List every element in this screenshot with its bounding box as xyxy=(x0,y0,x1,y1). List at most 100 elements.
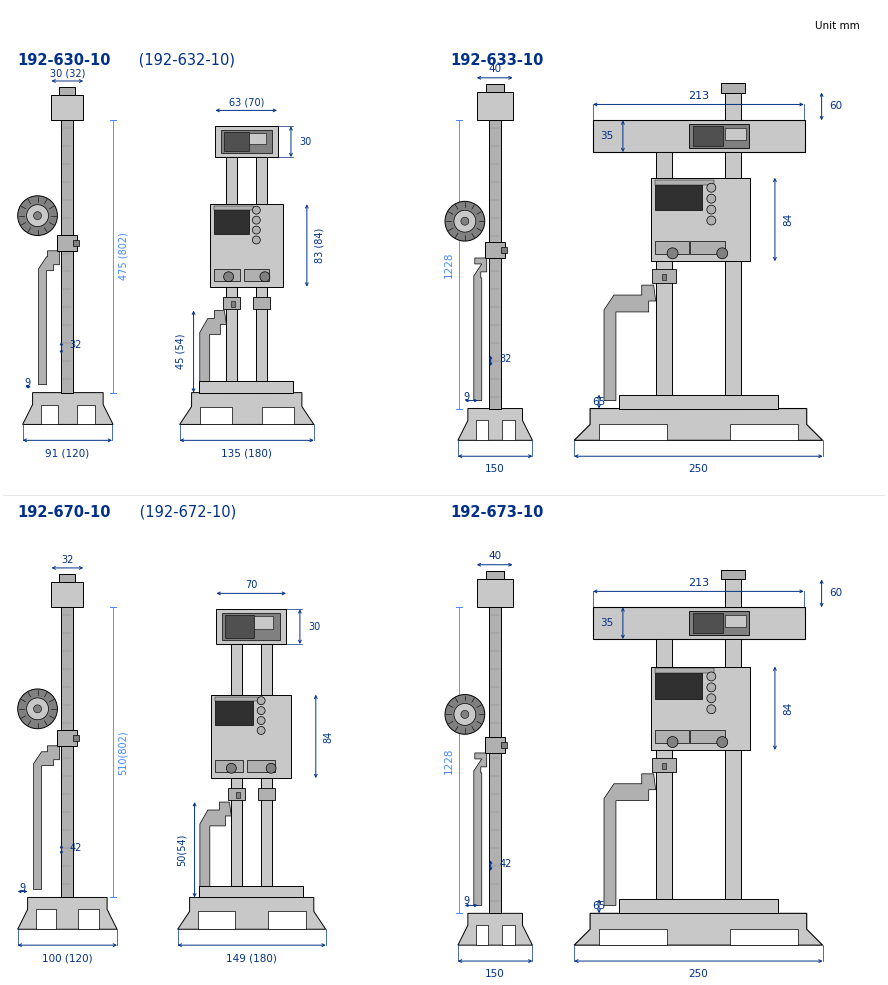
Bar xyxy=(253,296,270,308)
Bar xyxy=(254,617,274,629)
Text: 40: 40 xyxy=(488,64,501,74)
Bar xyxy=(199,381,293,393)
Text: 40: 40 xyxy=(488,551,501,560)
Bar xyxy=(725,128,746,140)
Text: 192-633-10: 192-633-10 xyxy=(450,53,543,68)
Bar xyxy=(58,730,77,746)
Bar xyxy=(486,84,503,92)
Circle shape xyxy=(258,717,266,725)
Polygon shape xyxy=(200,802,232,891)
Text: (192-672-10): (192-672-10) xyxy=(135,505,236,520)
Bar xyxy=(262,407,294,425)
Circle shape xyxy=(224,272,234,282)
Bar xyxy=(250,133,266,144)
Bar xyxy=(593,120,805,152)
Text: 91 (120): 91 (120) xyxy=(45,448,90,458)
Text: 1228: 1228 xyxy=(444,747,454,773)
Bar xyxy=(477,578,512,608)
Polygon shape xyxy=(200,310,226,387)
Bar xyxy=(258,788,275,800)
Bar xyxy=(694,614,723,633)
Bar xyxy=(226,616,254,638)
Text: 150: 150 xyxy=(485,969,504,979)
Text: 9: 9 xyxy=(464,392,470,402)
Circle shape xyxy=(461,218,469,226)
Bar xyxy=(256,158,267,393)
Circle shape xyxy=(461,710,469,718)
Bar xyxy=(691,730,725,743)
Circle shape xyxy=(27,698,49,720)
Polygon shape xyxy=(474,258,487,401)
Text: 192-670-10: 192-670-10 xyxy=(18,505,111,520)
Bar xyxy=(214,209,249,233)
Bar xyxy=(662,763,666,769)
Bar xyxy=(486,570,503,578)
Bar xyxy=(599,929,667,946)
Circle shape xyxy=(707,194,716,203)
Bar xyxy=(78,909,99,929)
Circle shape xyxy=(260,272,270,282)
Polygon shape xyxy=(179,393,313,425)
Text: Unit mm: Unit mm xyxy=(814,21,860,31)
Bar xyxy=(228,788,245,800)
Bar xyxy=(200,407,232,425)
Bar xyxy=(217,610,286,644)
Text: 63 (70): 63 (70) xyxy=(228,98,264,107)
Bar xyxy=(655,639,671,913)
Text: 60: 60 xyxy=(829,588,843,598)
Text: 60: 60 xyxy=(829,101,843,111)
Bar xyxy=(52,95,83,120)
Bar xyxy=(224,296,241,308)
Bar xyxy=(247,760,275,772)
Bar xyxy=(216,126,278,158)
Bar xyxy=(59,87,75,95)
Circle shape xyxy=(445,694,485,734)
Bar xyxy=(503,925,514,946)
Bar xyxy=(214,269,240,281)
Circle shape xyxy=(707,205,716,214)
Polygon shape xyxy=(485,246,488,254)
Circle shape xyxy=(258,706,266,714)
Bar xyxy=(689,612,749,635)
Polygon shape xyxy=(34,746,59,889)
Bar xyxy=(225,132,250,151)
Bar xyxy=(211,694,291,778)
Polygon shape xyxy=(575,409,822,440)
Text: 32: 32 xyxy=(61,555,74,565)
Bar xyxy=(501,742,507,748)
Bar xyxy=(41,405,59,425)
Circle shape xyxy=(258,727,266,735)
Circle shape xyxy=(707,693,716,702)
Text: 192-630-10: 192-630-10 xyxy=(18,53,111,68)
Circle shape xyxy=(717,737,727,748)
Bar xyxy=(725,93,741,120)
Text: 32: 32 xyxy=(500,354,512,363)
Text: 84: 84 xyxy=(783,213,793,227)
Polygon shape xyxy=(485,741,488,749)
Bar xyxy=(222,614,280,640)
Circle shape xyxy=(252,236,260,244)
Bar xyxy=(244,269,269,281)
Bar xyxy=(236,792,241,798)
Bar xyxy=(730,425,797,440)
Bar xyxy=(652,757,676,772)
Bar xyxy=(654,673,702,699)
Bar xyxy=(61,120,74,393)
Circle shape xyxy=(27,205,49,227)
Bar xyxy=(261,644,272,897)
Circle shape xyxy=(266,763,276,773)
Bar xyxy=(619,395,778,409)
Text: 65: 65 xyxy=(592,901,606,911)
Polygon shape xyxy=(474,753,487,905)
Bar xyxy=(725,579,741,608)
Text: 213: 213 xyxy=(688,92,709,101)
Bar xyxy=(488,120,501,409)
Bar xyxy=(477,92,512,120)
Polygon shape xyxy=(458,409,533,440)
Bar xyxy=(36,909,57,929)
Circle shape xyxy=(454,703,476,725)
Polygon shape xyxy=(604,285,655,401)
Text: 32: 32 xyxy=(69,340,82,350)
Text: 9: 9 xyxy=(20,883,26,892)
Text: (192-632-10): (192-632-10) xyxy=(134,53,235,68)
